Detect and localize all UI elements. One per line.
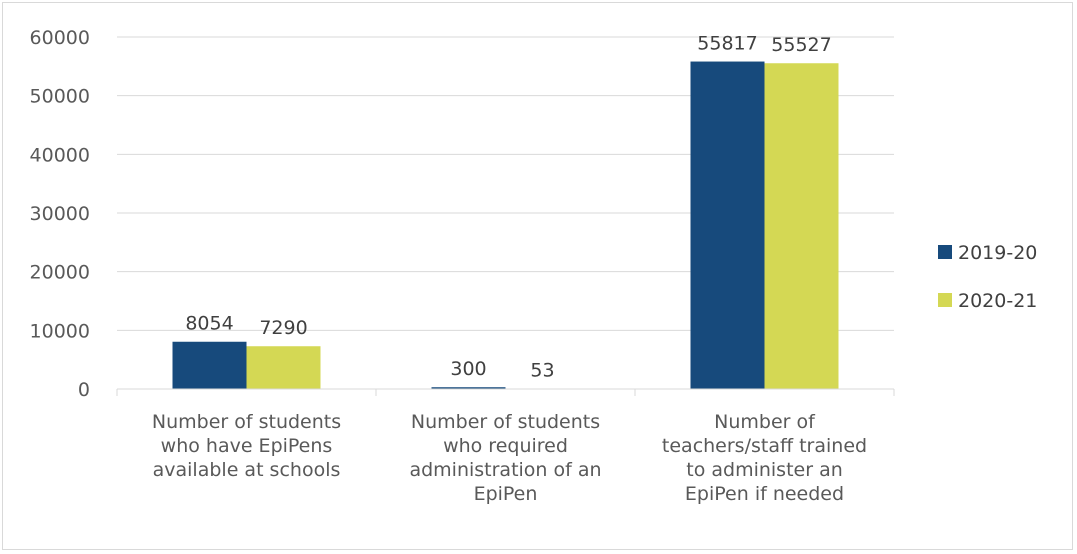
x-category-label: Number of (714, 411, 816, 433)
legend-swatch (938, 293, 952, 307)
data-label: 53 (530, 360, 554, 382)
y-axis: 0 10000 20000 30000 40000 50000 60000 (30, 27, 90, 401)
legend-swatch (938, 245, 952, 259)
x-category-label: who have EpiPens (161, 435, 333, 457)
y-tick-label: 10000 (30, 320, 90, 342)
bar (172, 341, 247, 389)
bar (690, 61, 765, 389)
data-label: 300 (450, 358, 486, 380)
x-category-label: to administer an (686, 459, 843, 481)
bars (172, 61, 839, 390)
y-tick-label: 60000 (30, 27, 90, 49)
x-category-label: EpiPen if needed (685, 483, 844, 505)
bar (246, 346, 321, 389)
legend-label: 2019-20 (958, 242, 1037, 264)
x-category-label: administration of an (409, 459, 601, 481)
bar (764, 63, 839, 389)
y-tick-label: 50000 (30, 86, 90, 108)
y-tick-label: 30000 (30, 203, 90, 225)
data-label: 55527 (771, 34, 831, 56)
data-labels: 8054 7290 300 53 55817 55527 (185, 33, 831, 382)
y-tick-label: 40000 (30, 144, 90, 166)
x-category-label: EpiPen (474, 483, 538, 505)
bar (431, 387, 506, 389)
x-category-label: Number of students (152, 411, 341, 433)
x-category-label: teachers/staff trained (662, 435, 867, 457)
legend: 2019-20 2020-21 (938, 242, 1037, 312)
legend-label: 2020-21 (958, 290, 1037, 312)
data-label: 8054 (185, 313, 233, 335)
x-category-label: who required (443, 435, 568, 457)
x-category-label: available at schools (153, 459, 341, 481)
y-tick-label: 0 (78, 379, 90, 401)
data-label: 7290 (259, 317, 307, 339)
x-category-label: Number of students (411, 411, 600, 433)
data-label: 55817 (697, 33, 757, 55)
y-tick-label: 20000 (30, 262, 90, 284)
